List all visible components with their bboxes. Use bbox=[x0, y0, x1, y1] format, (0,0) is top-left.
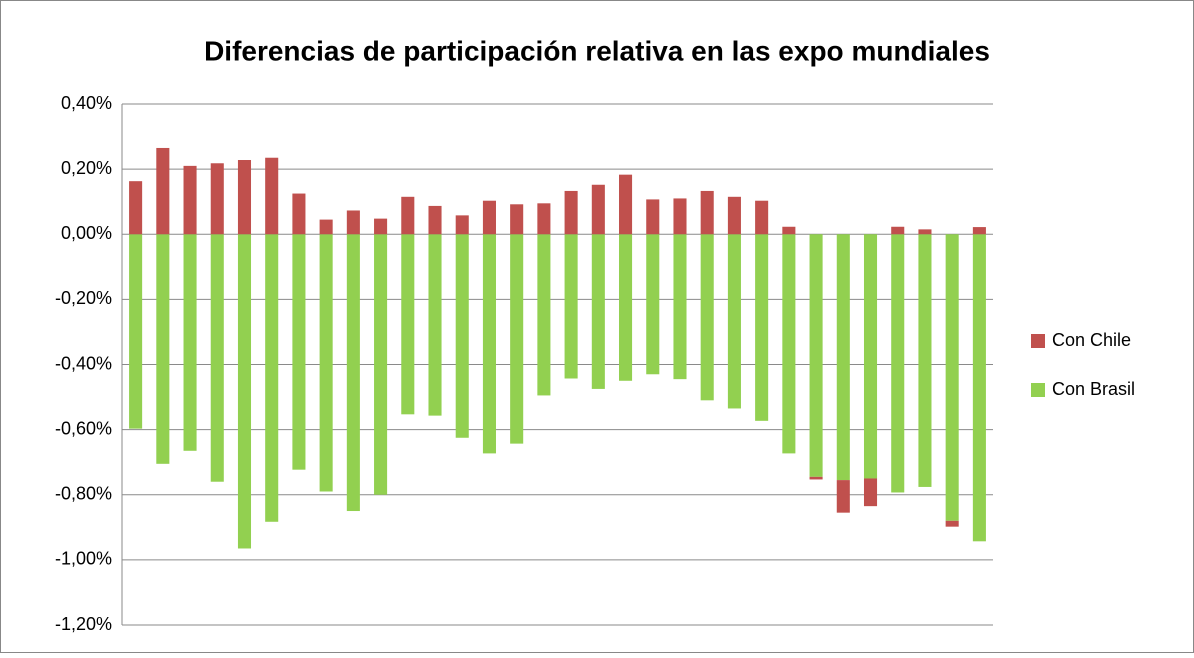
y-tick-label: -0,40% bbox=[55, 353, 112, 373]
bar-segment bbox=[863, 478, 878, 507]
bar-segment bbox=[700, 234, 714, 401]
bar-segment bbox=[727, 234, 741, 409]
bar-segment bbox=[455, 215, 469, 235]
legend-label: Con Chile bbox=[1052, 330, 1131, 350]
bar-segment bbox=[183, 165, 197, 235]
bar-segment bbox=[319, 219, 333, 235]
legend-swatch bbox=[1031, 334, 1045, 348]
bar-segment bbox=[972, 227, 986, 235]
bar-segment bbox=[319, 234, 333, 492]
bar-segment bbox=[156, 234, 170, 464]
bar-segment bbox=[891, 234, 905, 493]
bar-segment bbox=[918, 234, 932, 487]
bar-segment bbox=[972, 234, 986, 542]
bar-segment bbox=[346, 234, 360, 512]
bar-segment bbox=[156, 147, 170, 235]
bar-segment bbox=[210, 163, 224, 235]
bar-segment bbox=[210, 234, 224, 482]
bar-segment bbox=[700, 190, 714, 235]
bar-segment bbox=[755, 200, 769, 235]
bar-segment bbox=[510, 234, 524, 444]
y-tick-label: 0,00% bbox=[61, 223, 112, 243]
bar-segment bbox=[537, 234, 551, 396]
chart-title: Diferencias de participación relativa en… bbox=[204, 35, 990, 66]
bar-segment bbox=[755, 234, 769, 421]
bar-segment bbox=[129, 234, 143, 429]
bar-segment bbox=[809, 234, 823, 477]
bar-segment bbox=[564, 190, 578, 235]
bar-segment bbox=[809, 476, 823, 480]
bar-segment bbox=[591, 234, 605, 389]
bar-segment bbox=[455, 234, 469, 438]
bar-segment bbox=[183, 234, 197, 451]
y-tick-label: 0,40% bbox=[61, 93, 112, 113]
bar-segment bbox=[346, 210, 360, 235]
y-tick-label: -0,20% bbox=[55, 288, 112, 308]
bar-segment bbox=[836, 480, 850, 513]
bar-segment bbox=[401, 196, 415, 235]
legend-swatch bbox=[1031, 383, 1045, 397]
bar-segment bbox=[537, 203, 551, 235]
bar-segment bbox=[945, 234, 959, 521]
bar-segment bbox=[265, 157, 279, 235]
bar-segment bbox=[237, 160, 252, 235]
bar-segment bbox=[428, 205, 442, 235]
bar-segment bbox=[564, 234, 578, 379]
bar-segment bbox=[782, 226, 796, 235]
bar-segment bbox=[428, 234, 442, 416]
bar-segment bbox=[292, 234, 306, 470]
bar-segment bbox=[482, 200, 496, 235]
legend-label: Con Brasil bbox=[1052, 379, 1135, 399]
bar-segment bbox=[401, 234, 415, 415]
bar-segment bbox=[591, 184, 605, 235]
bar-segment bbox=[863, 234, 878, 479]
bar-segment bbox=[619, 174, 633, 235]
bar-segment bbox=[673, 234, 687, 380]
bar-segment bbox=[265, 234, 279, 522]
y-tick-label: -1,00% bbox=[55, 549, 112, 569]
bar-segment bbox=[782, 234, 796, 454]
y-tick-label: -0,80% bbox=[55, 484, 112, 504]
bar-segment bbox=[891, 226, 905, 235]
bar-segment bbox=[646, 199, 660, 235]
bar-segment bbox=[510, 204, 524, 235]
bar-segment bbox=[646, 234, 660, 375]
bar-segment bbox=[918, 229, 932, 235]
bar-segment bbox=[673, 198, 687, 235]
bar-segment bbox=[727, 196, 741, 235]
bar-segment bbox=[374, 218, 388, 235]
bar-segment bbox=[945, 520, 959, 527]
bar-segment bbox=[482, 234, 496, 454]
y-tick-label: -0,60% bbox=[55, 418, 112, 438]
bar-segment bbox=[292, 193, 306, 235]
bar-segment bbox=[619, 234, 633, 381]
y-tick-label: 0,20% bbox=[61, 158, 112, 178]
bar-segment bbox=[374, 234, 388, 495]
y-tick-label: -1,20% bbox=[55, 614, 112, 634]
bar-segment bbox=[129, 181, 143, 235]
bar-segment bbox=[836, 234, 850, 481]
bar-segment bbox=[237, 234, 252, 549]
